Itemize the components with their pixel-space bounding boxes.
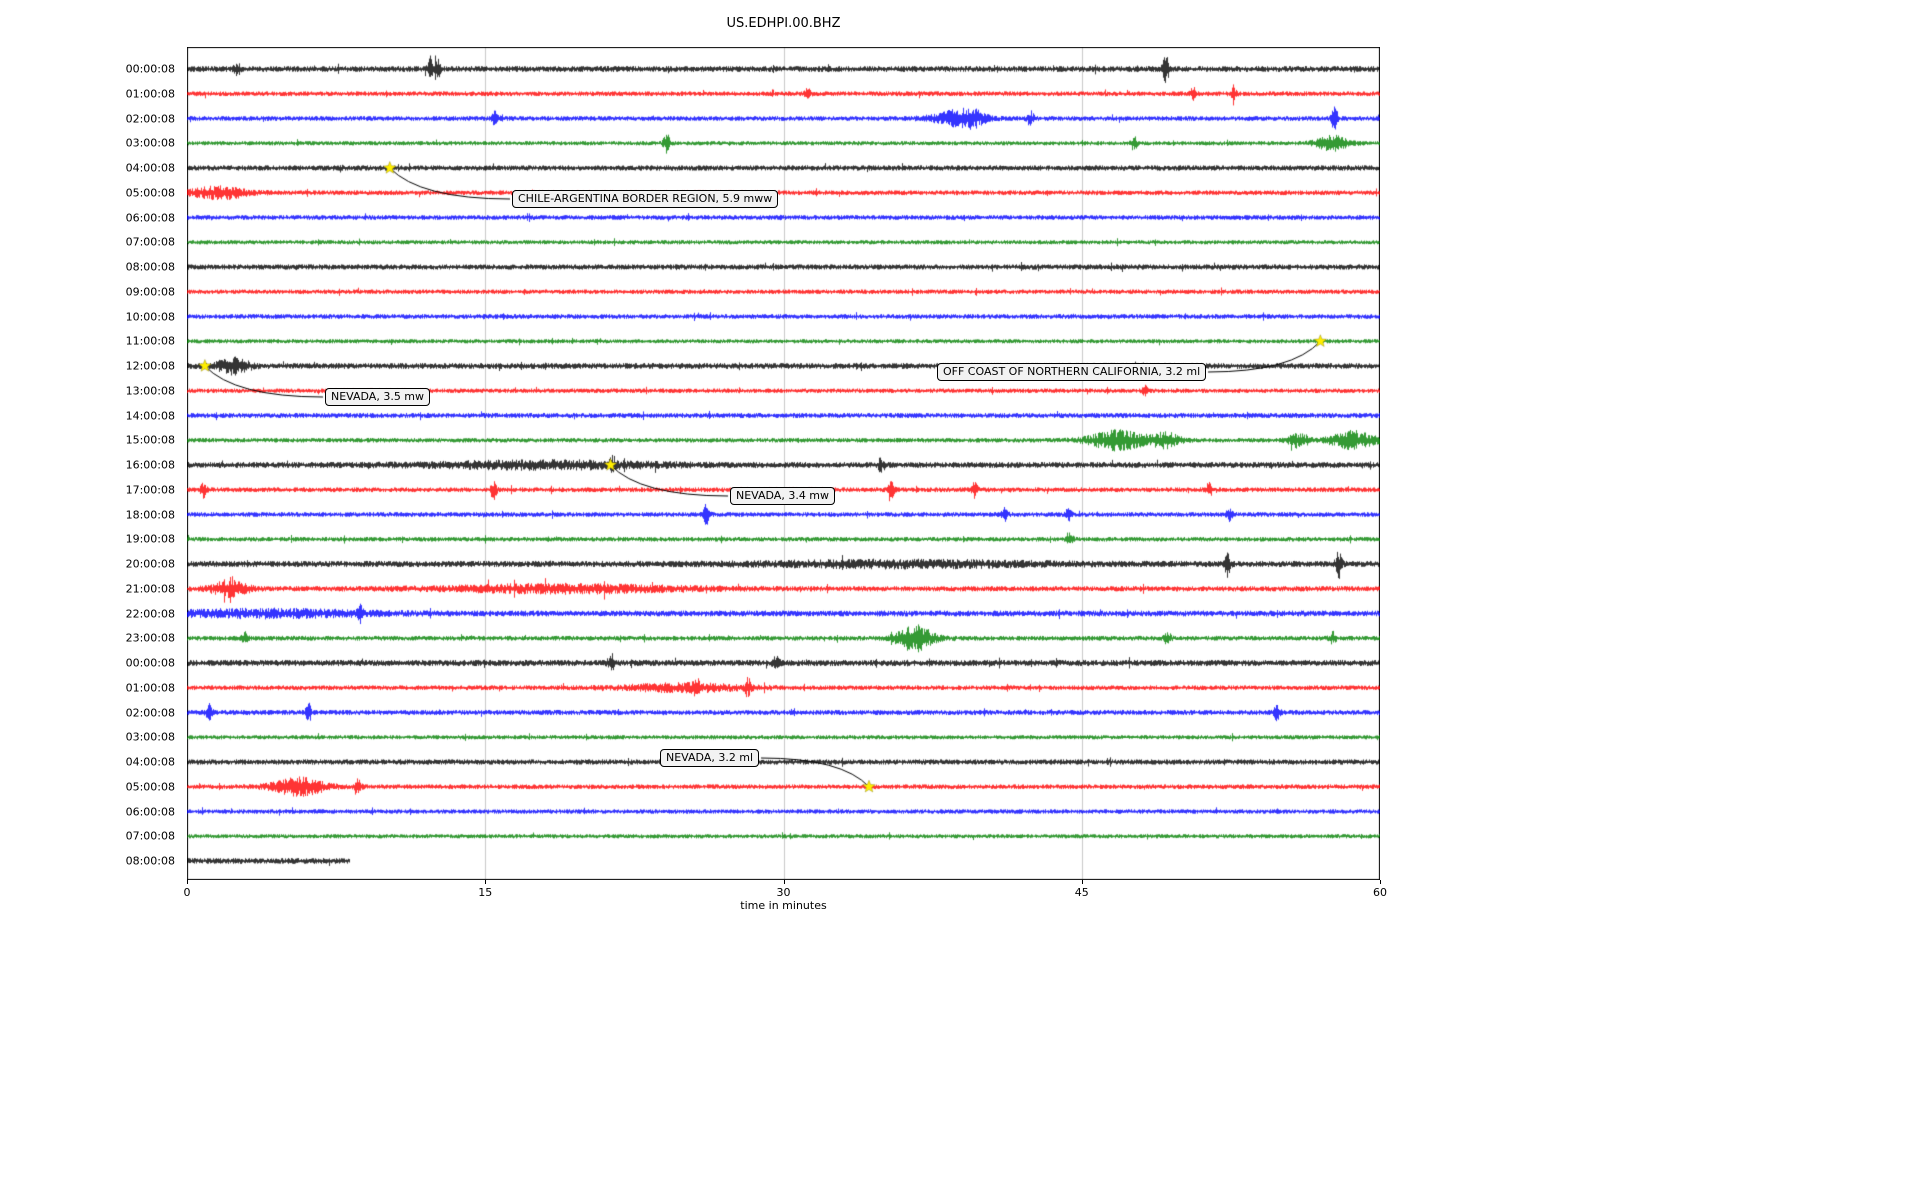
- row-time-label: 08:00:08: [125, 260, 175, 274]
- row-time-label: 15:00:08: [125, 433, 175, 447]
- row-time-label: 06:00:08: [125, 805, 175, 818]
- event-annotation: NEVADA, 3.2 ml: [660, 749, 760, 767]
- event-annotation: NEVADA, 3.4 mw: [730, 487, 836, 505]
- seismogram-plot: CHILE-ARGENTINA BORDER REGION, 5.9 mww OF…: [187, 47, 1380, 880]
- row-time-label: 02:00:08: [125, 706, 175, 719]
- row-time-label: 04:00:08: [125, 755, 175, 769]
- row-time-label: 17:00:08: [125, 483, 175, 497]
- row-time-label: 02:00:08: [125, 112, 175, 125]
- row-time-label: 09:00:08: [125, 285, 175, 299]
- row-time-label: 14:00:08: [125, 409, 175, 422]
- row-time-label: 05:00:08: [125, 186, 175, 200]
- row-time-label: 00:00:08: [125, 62, 175, 76]
- event-annotation: CHILE-ARGENTINA BORDER REGION, 5.9 mww: [512, 190, 779, 208]
- row-time-label: 16:00:08: [125, 458, 175, 472]
- x-tick-label: 15: [478, 886, 493, 899]
- row-time-label: 11:00:08: [125, 334, 175, 348]
- row-time-label: 18:00:08: [125, 508, 175, 521]
- row-time-label: 13:00:08: [125, 384, 175, 398]
- x-tick-mark: [485, 880, 487, 884]
- row-time-label: 05:00:08: [125, 780, 175, 794]
- seismogram-canvas: [187, 47, 1380, 880]
- x-axis-ticks: 0 15 30 45 60: [184, 880, 1387, 904]
- row-time-label: 22:00:08: [125, 607, 175, 620]
- row-time-label: 23:00:08: [125, 631, 175, 645]
- event-annotation: OFF COAST OF NORTHERN CALIFORNIA, 3.2 ml: [937, 363, 1207, 381]
- x-tick-label: 45: [1074, 886, 1089, 899]
- x-tick-mark: [1380, 880, 1381, 884]
- page-title: US.EDHPI.00.BHZ: [726, 16, 841, 31]
- event-annotation: NEVADA, 3.5 mw: [325, 388, 431, 406]
- row-time-label: 03:00:08: [125, 136, 175, 150]
- row-time-label: 00:00:08: [125, 656, 175, 670]
- row-time-label: 19:00:08: [125, 532, 175, 546]
- row-time-label: 10:00:08: [125, 310, 175, 323]
- row-time-label: 01:00:08: [125, 681, 175, 695]
- x-tick-label: 30: [776, 886, 791, 899]
- y-axis-row-labels: 00:00:08 01:00:08 02:00:08 03:00:08 04:00:08…: [0, 47, 181, 880]
- row-time-label: 03:00:08: [125, 730, 175, 744]
- x-tick-mark: [1081, 880, 1083, 884]
- row-time-label: 08:00:08: [125, 854, 175, 868]
- x-tick-mark: [187, 880, 188, 884]
- row-time-label: 07:00:08: [125, 829, 175, 843]
- x-tick-label: 0: [183, 886, 191, 899]
- row-time-label: 01:00:08: [125, 87, 175, 101]
- row-time-label: 21:00:08: [125, 582, 175, 596]
- row-time-label: 04:00:08: [125, 161, 175, 175]
- x-tick-mark: [783, 880, 785, 884]
- row-time-label: 07:00:08: [125, 235, 175, 249]
- x-tick-label: 60: [1373, 886, 1387, 899]
- x-axis-label: time in minutes: [740, 899, 827, 912]
- row-time-label: 12:00:08: [125, 359, 175, 373]
- row-time-label: 06:00:08: [125, 211, 175, 224]
- row-time-label: 20:00:08: [125, 557, 175, 571]
